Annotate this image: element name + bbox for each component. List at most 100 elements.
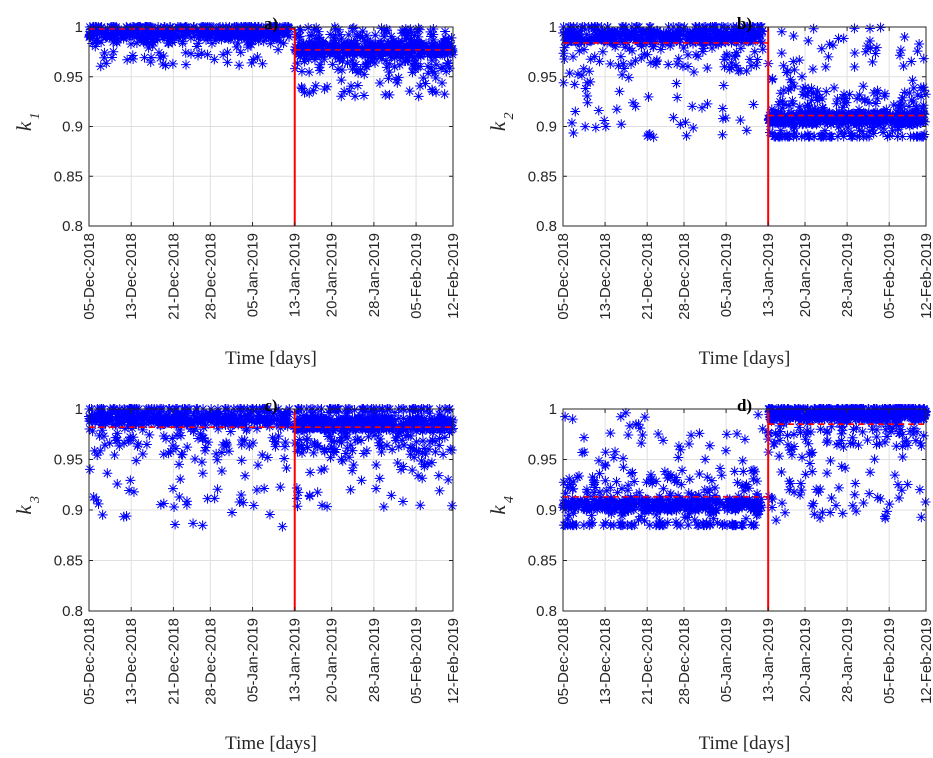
data-point bbox=[624, 496, 635, 507]
data-point bbox=[225, 411, 236, 422]
data-point bbox=[846, 131, 857, 142]
data-point bbox=[572, 69, 583, 80]
data-point bbox=[701, 502, 712, 513]
data-point bbox=[589, 487, 600, 498]
x-tick-label: 28-Dec-2018 bbox=[676, 233, 693, 320]
data-point bbox=[150, 415, 161, 426]
data-point bbox=[801, 425, 812, 436]
data-point bbox=[105, 31, 116, 42]
data-point bbox=[864, 488, 875, 499]
data-point bbox=[578, 44, 589, 55]
data-point bbox=[319, 425, 330, 436]
data-point bbox=[843, 107, 854, 118]
data-point bbox=[789, 487, 800, 498]
data-point bbox=[594, 56, 605, 67]
data-point bbox=[883, 111, 894, 122]
data-point bbox=[142, 408, 153, 419]
data-point bbox=[309, 439, 320, 450]
data-point bbox=[748, 464, 759, 475]
data-point bbox=[656, 494, 667, 505]
data-point bbox=[341, 429, 352, 440]
data-point bbox=[292, 446, 303, 457]
data-point bbox=[757, 26, 768, 37]
data-point bbox=[413, 91, 424, 102]
data-point bbox=[895, 45, 906, 56]
data-point bbox=[197, 468, 208, 479]
data-point bbox=[244, 440, 255, 451]
data-point bbox=[788, 119, 799, 130]
data-point bbox=[163, 448, 174, 459]
data-point bbox=[582, 77, 593, 88]
data-point bbox=[736, 32, 747, 43]
data-point bbox=[131, 455, 142, 466]
data-point bbox=[752, 509, 763, 520]
data-point bbox=[694, 428, 705, 439]
data-point bbox=[370, 47, 381, 58]
data-point bbox=[600, 517, 611, 528]
data-point bbox=[893, 108, 904, 119]
data-point bbox=[356, 47, 367, 58]
x-tick-label: 28-Dec-2018 bbox=[202, 618, 219, 705]
data-point bbox=[912, 89, 923, 100]
data-point bbox=[600, 447, 611, 458]
data-point bbox=[744, 483, 755, 494]
data-point bbox=[104, 412, 115, 423]
data-point bbox=[347, 424, 358, 435]
data-point bbox=[91, 494, 102, 505]
data-point bbox=[677, 61, 688, 72]
y-axis-label-subscript: 3 bbox=[28, 496, 43, 504]
data-point bbox=[857, 426, 868, 437]
data-point bbox=[355, 30, 366, 41]
data-point bbox=[162, 37, 173, 48]
data-point bbox=[804, 449, 815, 460]
data-point bbox=[778, 114, 789, 125]
data-point bbox=[624, 43, 635, 54]
x-tick-label: 05-Dec-2018 bbox=[81, 233, 98, 320]
data-point bbox=[376, 446, 387, 457]
data-point bbox=[896, 485, 907, 496]
data-point bbox=[700, 454, 711, 465]
data-point bbox=[838, 441, 849, 452]
data-point bbox=[296, 82, 307, 93]
data-point bbox=[815, 513, 826, 524]
y-tick-label: 0.95 bbox=[54, 452, 83, 469]
data-point bbox=[886, 406, 897, 417]
data-point bbox=[309, 54, 320, 65]
data-point bbox=[267, 432, 278, 443]
data-point bbox=[396, 464, 407, 475]
data-point bbox=[107, 28, 118, 39]
data-point bbox=[784, 445, 795, 456]
data-point bbox=[916, 440, 927, 451]
data-point bbox=[904, 101, 915, 112]
data-point bbox=[347, 55, 358, 66]
data-point bbox=[327, 59, 338, 70]
data-point bbox=[803, 107, 814, 118]
data-point bbox=[284, 409, 295, 420]
data-point bbox=[312, 413, 323, 424]
data-point bbox=[181, 24, 192, 35]
data-point bbox=[633, 419, 644, 430]
data-point bbox=[774, 451, 785, 462]
data-point bbox=[371, 483, 382, 494]
data-point bbox=[158, 498, 169, 509]
data-point bbox=[381, 24, 392, 35]
y-tick-label: 0.85 bbox=[528, 168, 557, 185]
data-point bbox=[616, 483, 627, 494]
data-point bbox=[756, 494, 767, 505]
data-point bbox=[259, 415, 270, 426]
data-point bbox=[732, 35, 743, 46]
data-point bbox=[605, 428, 616, 439]
data-point bbox=[190, 413, 201, 424]
data-point bbox=[154, 419, 165, 430]
x-tick-label: 20-Jan-2019 bbox=[324, 233, 341, 317]
data-point bbox=[596, 492, 607, 503]
data-point bbox=[837, 425, 848, 436]
data-point bbox=[298, 413, 309, 424]
data-point bbox=[764, 113, 775, 124]
data-point bbox=[388, 45, 399, 56]
data-point bbox=[709, 490, 720, 501]
data-point bbox=[732, 428, 743, 439]
data-point bbox=[84, 464, 95, 475]
data-point bbox=[574, 470, 585, 481]
data-point bbox=[807, 119, 818, 130]
